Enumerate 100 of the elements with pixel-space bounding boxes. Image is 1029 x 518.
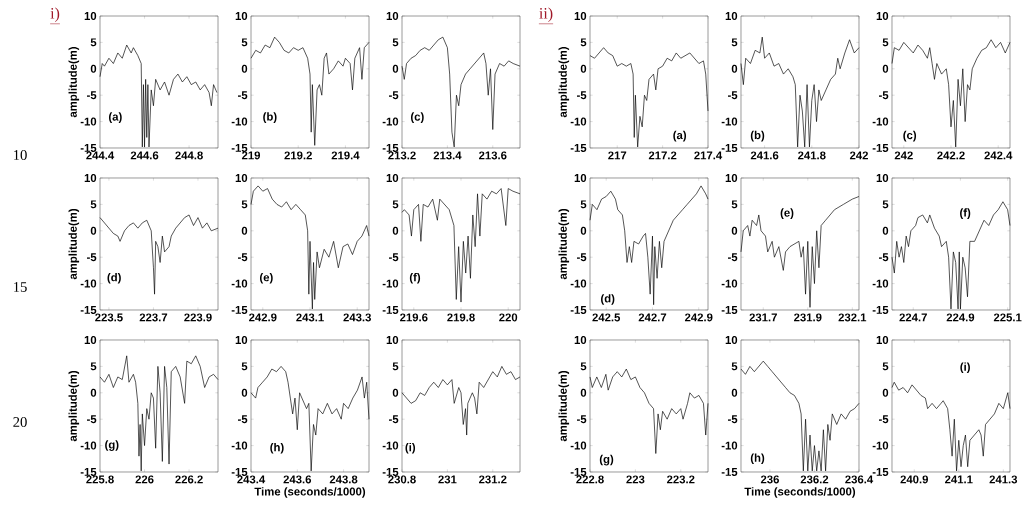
x-tick-label: 242	[894, 151, 913, 160]
x-tick-label: 243.8	[329, 475, 358, 484]
y-tick-label: 10	[725, 12, 738, 21]
y-tick-label: -15	[80, 468, 97, 476]
y-tick-label: -10	[382, 279, 399, 288]
y-tick-label: -5	[727, 253, 738, 262]
annotation: (d)	[601, 294, 615, 305]
annotation: (b)	[750, 130, 765, 142]
y-tick-label: -5	[388, 91, 399, 100]
x-axis-title: Time (seconds/1000)	[254, 487, 366, 498]
y-tick-label: -15	[872, 306, 889, 314]
y-tick-label: -15	[231, 144, 248, 152]
y-tick-label: -10	[721, 117, 738, 126]
y-tick-label: -5	[576, 253, 587, 262]
x-tick-label: 243.6	[283, 475, 312, 484]
x-tick-label: 223.9	[184, 313, 212, 322]
annotation: (a)	[673, 130, 687, 142]
y-tick-label: 0	[882, 64, 889, 73]
x-tick-label: 219.8	[447, 313, 475, 322]
y-tick-label: 5	[580, 38, 587, 47]
x-tick-label: 225.8	[86, 475, 114, 484]
text: ii)	[539, 7, 553, 22]
x-tick-label: 217.4	[694, 151, 723, 160]
y-tick-label: -15	[80, 144, 97, 152]
line-series	[250, 185, 370, 310]
y-tick-label: 0	[90, 226, 97, 235]
y-tick-label: 5	[580, 200, 587, 209]
x-tick-label: 241.1	[945, 475, 973, 484]
y-tick-label: 5	[392, 200, 399, 209]
y-tick-label: 5	[241, 362, 248, 371]
y-tick-label: -15	[231, 468, 248, 476]
x-tick-label: 231.9	[794, 313, 822, 322]
y-tick-label: 10	[725, 174, 738, 182]
text: i)	[50, 7, 60, 22]
text: 15	[13, 282, 27, 292]
y-tick-label: 5	[882, 38, 889, 47]
y-tick-label: 0	[241, 388, 248, 397]
annotation: (g)	[599, 454, 614, 466]
x-tick-label: 219.6	[400, 313, 428, 322]
y-tick-label: 5	[392, 38, 399, 47]
y-tick-label: -5	[878, 415, 889, 424]
y-tick-label: 10	[876, 335, 889, 344]
y-tick-label: -15	[231, 306, 248, 314]
y-tick-label: -5	[576, 91, 587, 100]
y-tick-label: -15	[721, 468, 738, 476]
y-tick-label: 10	[235, 174, 248, 182]
y-tick-label: -15	[721, 144, 738, 152]
y-axis-title: amplitude(m)	[68, 209, 80, 280]
x-tick-label: 223	[626, 475, 645, 484]
annotation: (e)	[780, 208, 794, 219]
annotation: (a)	[108, 112, 122, 123]
y-tick-label: 10	[84, 12, 97, 21]
y-tick-label: -5	[238, 415, 248, 424]
y-tick-label: -5	[238, 253, 248, 262]
y-tick-label: -15	[570, 306, 587, 314]
y-tick-label: -15	[80, 306, 97, 314]
x-tick-label: 241.3	[989, 475, 1018, 484]
y-tick-label: -15	[382, 468, 399, 476]
annotation: (d)	[107, 273, 121, 284]
y-tick-label: -15	[872, 468, 889, 476]
annotation: (f)	[960, 208, 971, 219]
x-tick-label: 241.8	[798, 151, 826, 160]
x-tick-label: 244.6	[130, 151, 159, 160]
annotation: (e)	[259, 273, 273, 284]
annotation: (i)	[960, 362, 970, 373]
line-series	[99, 44, 218, 148]
y-tick-label: 0	[90, 388, 97, 397]
x-tick-label: 240.9	[900, 475, 929, 484]
x-tick-label: 219.2	[284, 151, 312, 160]
x-tick-label: 242.9	[249, 313, 277, 322]
x-tick-label: 236	[760, 475, 779, 484]
line-series	[250, 366, 370, 472]
annotation: (i)	[405, 442, 416, 454]
x-tick-label: 232.1	[838, 313, 867, 322]
y-tick-label: -5	[388, 415, 399, 424]
y-tick-label: 10	[386, 335, 399, 344]
y-tick-label: -10	[570, 279, 587, 288]
y-axis-title: amplitude(m)	[558, 209, 570, 280]
x-tick-label: 224.7	[899, 313, 927, 322]
annotation: (g)	[105, 440, 119, 451]
y-tick-label: -5	[87, 415, 97, 424]
x-tick-label: 242.2	[937, 151, 965, 160]
x-tick-label: 242.4	[984, 151, 1013, 160]
y-tick-label: 5	[731, 38, 738, 47]
y-tick-label: -10	[721, 441, 738, 450]
y-tick-label: 0	[882, 226, 889, 235]
y-axis-title: amplitude(m)	[68, 370, 80, 442]
line-series	[740, 36, 860, 148]
x-tick-label: 217.2	[648, 151, 677, 160]
x-tick-label: 217	[608, 151, 627, 160]
y-tick-label: -15	[872, 144, 889, 152]
line-series	[250, 36, 370, 146]
x-tick-label: 243.1	[296, 313, 324, 322]
y-tick-label: -10	[570, 117, 587, 126]
annotation: (f)	[409, 273, 421, 284]
x-tick-label: 226.2	[175, 475, 203, 484]
x-tick-label: 224.9	[946, 313, 975, 322]
x-tick-label: 223.2	[666, 475, 695, 484]
y-tick-label: -10	[570, 441, 587, 450]
x-tick-label: 242	[849, 151, 868, 160]
